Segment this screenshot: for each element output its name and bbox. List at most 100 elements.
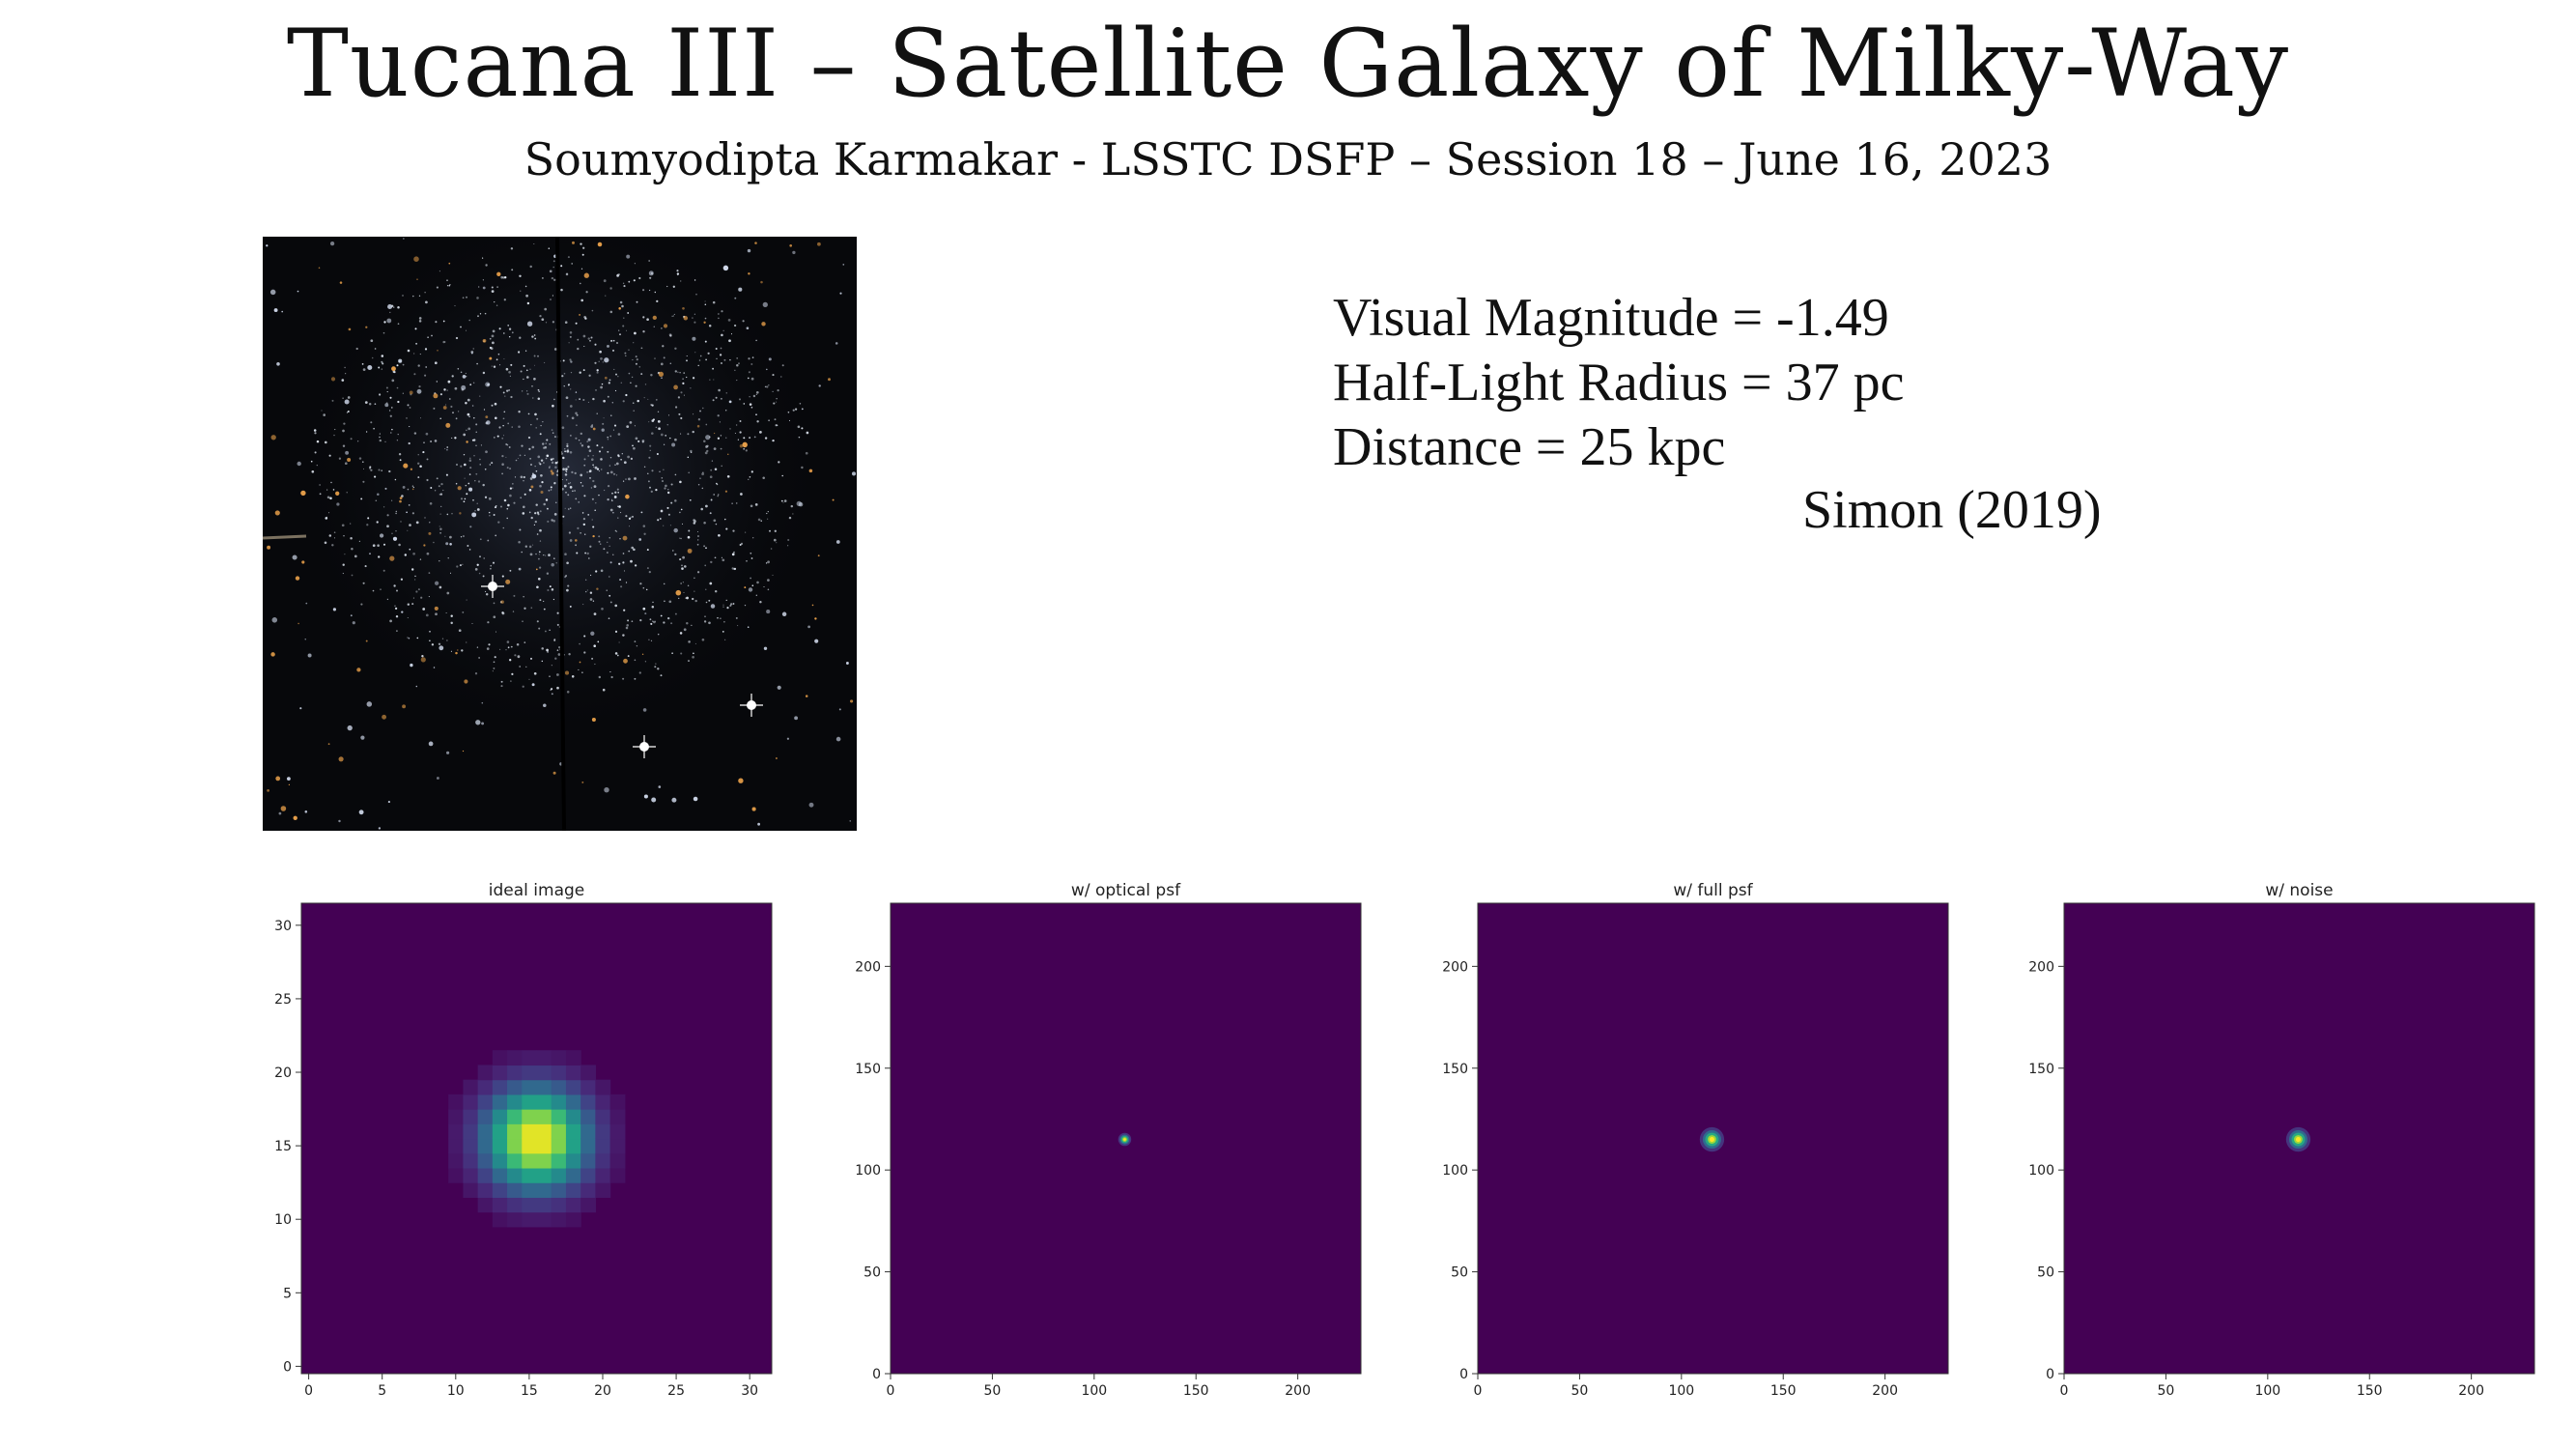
heatmap-pixel: [522, 1050, 538, 1066]
y-tick-label: 200: [1442, 959, 1468, 975]
heatmap-pixel: [536, 1065, 552, 1081]
heatmap-pixel: [522, 1211, 538, 1228]
heatmap-pixel: [565, 1211, 581, 1228]
heatmap-pixel: [463, 1167, 479, 1183]
heatmap-pixel: [565, 1123, 581, 1140]
heatmap-pixel: [565, 1167, 581, 1183]
x-tick-label: 100: [2254, 1383, 2280, 1399]
heatmap-pixel: [565, 1094, 581, 1110]
heatmap-pixel: [565, 1182, 581, 1198]
heatmap-pixel: [507, 1167, 523, 1183]
psf-source: [2295, 1137, 2301, 1143]
heatmap-pixel: [609, 1152, 626, 1169]
galaxy-properties: Visual Magnitude = -1.49 Half-Light Radi…: [1333, 286, 1904, 480]
heatmap-pixel: [463, 1109, 479, 1124]
x-tick-label: 150: [1770, 1383, 1797, 1399]
heatmap-pixel: [477, 1065, 494, 1081]
x-tick-label: 50: [983, 1383, 1001, 1399]
heatmap-pixel: [536, 1079, 552, 1095]
heatmap-pixel: [492, 1152, 508, 1169]
heatmap-pixel: [595, 1138, 611, 1154]
heatmap-pixel: [595, 1167, 611, 1183]
heatmap-pixel: [609, 1123, 626, 1140]
psf-panel-2: w/ full psf 0 50 100 150 200 0 50 100 150 200: [1442, 881, 1949, 1399]
heatmap-pixel: [492, 1050, 508, 1066]
heatmap-pixel: [492, 1197, 508, 1213]
heatmap-pixel: [565, 1152, 581, 1169]
heatmap-pixel: [448, 1167, 465, 1183]
heatmap-pixel: [522, 1123, 538, 1140]
heatmap-pixel: [448, 1109, 465, 1124]
heatmap-pixel: [536, 1211, 552, 1228]
heatmap-pixel: [522, 1182, 538, 1198]
x-tick-label: 5: [378, 1383, 386, 1399]
heatmap-pixel: [507, 1079, 523, 1095]
heatmap-pixel: [477, 1094, 494, 1110]
heatmap-pixel: [536, 1167, 552, 1183]
x-tick-label: 200: [2458, 1383, 2484, 1399]
heatmap-pixel: [551, 1138, 567, 1154]
heatmap-pixel: [492, 1109, 508, 1124]
heatmap-pixel: [448, 1138, 465, 1154]
y-tick-label: 150: [1442, 1062, 1468, 1077]
heatmap-pixel: [477, 1079, 494, 1095]
heatmap-pixel: [463, 1079, 479, 1095]
heatmap-pixel: [477, 1123, 494, 1140]
heatmap-pixel: [536, 1109, 552, 1124]
heatmap-pixel: [477, 1167, 494, 1183]
psf-source: [1709, 1137, 1714, 1143]
heatmap-pixel: [448, 1094, 465, 1110]
heatmap-pixel: [551, 1152, 567, 1169]
heatmap-pixel: [580, 1182, 596, 1198]
visual-magnitude-text: Visual Magnitude = -1.49: [1333, 288, 1889, 348]
heatmap-pixel: [595, 1094, 611, 1110]
heatmap-pixel: [463, 1152, 479, 1169]
panel-title: ideal image: [489, 881, 584, 900]
x-tick-label: 30: [741, 1383, 758, 1399]
x-tick-label: 200: [1285, 1383, 1311, 1399]
y-tick-label: 0: [1459, 1367, 1468, 1382]
heatmap-pixel: [551, 1079, 567, 1095]
heatmap-pixel: [565, 1065, 581, 1081]
heatmap-pixel: [595, 1109, 611, 1124]
galaxy-starfield: [263, 237, 857, 831]
heatmap-pixel: [448, 1152, 465, 1169]
heatmap-pixel: [507, 1109, 523, 1124]
axes-frame: [2063, 902, 2535, 1375]
y-tick-label: 20: [274, 1065, 292, 1081]
panel-title: w/ optical psf: [1071, 881, 1181, 900]
heatmap-pixel: [492, 1094, 508, 1110]
x-tick-label: 200: [1872, 1383, 1898, 1399]
heatmap-pixel: [507, 1152, 523, 1169]
heatmap-pixel: [522, 1138, 538, 1154]
y-tick-label: 100: [855, 1163, 881, 1179]
x-tick-label: 50: [1571, 1383, 1588, 1399]
heatmap-pixel: [477, 1109, 494, 1124]
heatmap-pixel: [492, 1138, 508, 1154]
axes-frame: [890, 902, 1362, 1375]
heatmap-pixel: [580, 1079, 596, 1095]
heatmap-pixel: [492, 1079, 508, 1095]
axes-frame: [1477, 902, 1949, 1375]
y-tick-label: 30: [274, 919, 292, 934]
x-tick-label: 150: [2357, 1383, 2383, 1399]
y-tick-label: 100: [2028, 1163, 2054, 1179]
heatmap-pixel: [477, 1197, 494, 1213]
x-tick-label: 10: [447, 1383, 465, 1399]
heatmap-pixel: [580, 1197, 596, 1213]
y-tick-label: 0: [2046, 1367, 2054, 1382]
y-tick-label: 0: [872, 1367, 881, 1382]
galaxy-photo: [263, 237, 857, 831]
heatmap-pixel: [492, 1211, 508, 1228]
x-tick-label: 20: [594, 1383, 611, 1399]
heatmap-pixel: [522, 1094, 538, 1110]
y-tick-label: 150: [855, 1062, 881, 1077]
heatmap-pixel: [580, 1065, 596, 1081]
heatmap-pixel: [536, 1138, 552, 1154]
y-tick-label: 200: [2028, 959, 2054, 975]
y-tick-label: 15: [274, 1139, 292, 1154]
heatmap-pixel: [580, 1167, 596, 1183]
heatmap-pixel: [551, 1065, 567, 1081]
y-tick-label: 5: [283, 1286, 292, 1301]
heatmap-pixel: [551, 1050, 567, 1066]
